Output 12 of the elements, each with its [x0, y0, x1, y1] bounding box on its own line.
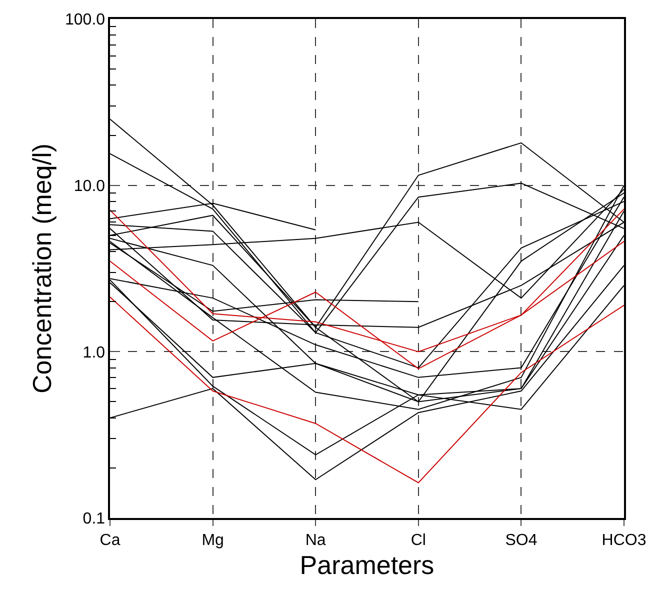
- x-tick-label: HCO3: [602, 532, 646, 549]
- x-tick-label: Mg: [202, 532, 224, 549]
- x-tick-label: Ca: [100, 532, 120, 549]
- x-tick-label: Na: [305, 532, 326, 549]
- y-tick-label: 100.0: [65, 12, 106, 29]
- x-tick-label: SO4: [505, 532, 538, 549]
- y-tick-label: 0.1: [82, 510, 106, 528]
- y-tick-label: 1.0: [82, 344, 106, 362]
- x-tick-label: Cl: [410, 532, 426, 549]
- x-axis-title: Parameters: [300, 550, 434, 580]
- y-tick-label: 10.0: [74, 178, 106, 195]
- y-axis-title: Concentration (meq/l): [26, 144, 57, 394]
